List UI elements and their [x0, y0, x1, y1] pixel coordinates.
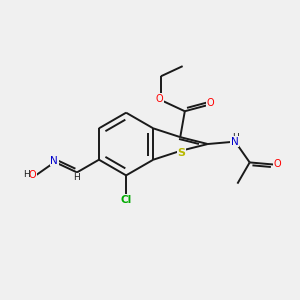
Text: N: N: [231, 136, 239, 147]
Text: O: O: [207, 98, 214, 108]
Text: Cl: Cl: [121, 195, 132, 205]
Text: H: H: [232, 133, 239, 142]
Text: H: H: [73, 173, 80, 182]
Text: N: N: [50, 156, 58, 166]
Text: O: O: [274, 159, 281, 169]
Text: O: O: [28, 169, 36, 180]
Text: O: O: [156, 94, 163, 103]
Text: H: H: [23, 170, 30, 179]
Text: S: S: [177, 148, 185, 158]
